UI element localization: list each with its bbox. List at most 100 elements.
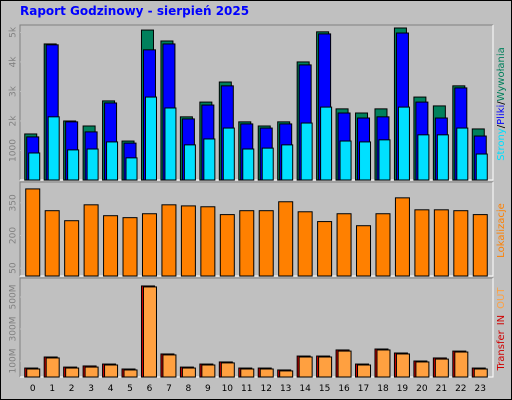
x-tick-label: 3 xyxy=(88,384,94,394)
bar xyxy=(142,286,157,378)
legend-entry: IN xyxy=(496,315,507,325)
bar xyxy=(279,370,294,378)
x-tick-label: 2 xyxy=(69,384,75,394)
x-tick-label: 20 xyxy=(416,384,428,394)
bar xyxy=(84,366,99,378)
bar xyxy=(123,369,138,378)
bar xyxy=(45,357,60,378)
bar xyxy=(281,144,294,181)
bar xyxy=(453,210,469,277)
bar xyxy=(180,205,196,277)
bar xyxy=(106,141,119,181)
x-tick-label: 15 xyxy=(319,384,330,394)
legend-separator: / xyxy=(496,124,507,128)
bar xyxy=(337,350,352,378)
x-tick-label: 23 xyxy=(475,384,486,394)
bar xyxy=(356,225,372,277)
y-tick-label: 50 xyxy=(9,262,19,274)
bar xyxy=(259,368,274,378)
bar xyxy=(475,153,488,181)
x-tick-label: 21 xyxy=(436,384,447,394)
chart-title: Raport Godzinowy - sierpień 2025 xyxy=(20,4,249,18)
bar xyxy=(64,220,80,277)
bar xyxy=(162,354,177,378)
x-tick-label: 0 xyxy=(30,384,36,394)
bar xyxy=(26,368,41,378)
y-tick-label: 3k xyxy=(9,85,19,97)
legend-separator: / xyxy=(496,101,507,105)
bar xyxy=(104,364,119,378)
x-tick-label: 18 xyxy=(377,384,389,394)
bar xyxy=(434,358,449,378)
x-tick-label: 7 xyxy=(166,384,172,394)
x-tick-label: 11 xyxy=(241,384,252,394)
bar xyxy=(65,367,80,378)
bar xyxy=(258,210,274,277)
bar xyxy=(395,353,410,378)
bar xyxy=(339,140,352,181)
bar xyxy=(125,157,138,181)
x-tick-label: 16 xyxy=(338,384,350,394)
bar xyxy=(298,356,313,378)
bar xyxy=(47,116,60,181)
bar xyxy=(28,152,41,181)
bar xyxy=(203,138,216,181)
panel xyxy=(20,182,493,276)
bar xyxy=(67,149,80,181)
bar xyxy=(86,148,99,181)
bar xyxy=(103,215,119,277)
bar xyxy=(394,197,410,277)
bar xyxy=(317,221,333,277)
panel-border xyxy=(20,278,494,378)
bar xyxy=(181,367,196,378)
x-tick-label: 9 xyxy=(205,384,211,394)
bar xyxy=(220,362,235,378)
panel-border xyxy=(20,25,494,181)
bar xyxy=(454,351,469,378)
bar xyxy=(397,106,410,181)
bar xyxy=(219,214,235,277)
legend-entry: Strony xyxy=(496,128,507,161)
side-label: Strony/Pliki/Wywołania xyxy=(496,47,507,161)
bar xyxy=(122,217,138,277)
y-tick-label: 300M xyxy=(9,317,19,342)
side-label: Transfer IN OUT xyxy=(496,287,507,372)
bar xyxy=(336,213,352,277)
bar xyxy=(25,188,41,277)
bar xyxy=(161,204,177,277)
x-tick-label: 19 xyxy=(397,384,409,394)
bar xyxy=(141,213,157,277)
bar xyxy=(240,368,255,378)
x-tick-label: 10 xyxy=(222,384,234,394)
bar xyxy=(44,210,60,277)
bar xyxy=(433,209,449,277)
x-tick-label: 14 xyxy=(299,384,311,394)
bar xyxy=(200,206,216,277)
bar xyxy=(378,139,391,181)
y-tick-label: 100M xyxy=(9,349,19,374)
x-tick-label: 1 xyxy=(49,384,55,394)
y-tick-label: 350 xyxy=(9,194,19,211)
bar xyxy=(318,356,333,378)
y-tick-label: 200 xyxy=(9,227,19,244)
x-tick-label: 17 xyxy=(358,384,369,394)
legend-entry: Lokalizacje xyxy=(496,203,507,258)
bar xyxy=(357,364,372,378)
legend-entry: Wywołania xyxy=(496,47,507,101)
bar xyxy=(375,213,391,277)
bar xyxy=(456,127,469,181)
x-tick-label: 5 xyxy=(127,384,133,394)
y-tick-label: 4k xyxy=(9,56,19,68)
bar xyxy=(415,361,430,378)
bar xyxy=(472,214,488,277)
bar xyxy=(164,107,177,181)
legend-entry: Pliki xyxy=(496,105,507,125)
bar xyxy=(359,141,372,181)
x-tick-label: 12 xyxy=(261,384,272,394)
axis-label: Transfer xyxy=(496,329,507,371)
bar xyxy=(414,209,430,277)
bar xyxy=(278,201,294,277)
bar xyxy=(144,96,157,181)
bar xyxy=(320,106,333,181)
bar xyxy=(436,134,449,181)
